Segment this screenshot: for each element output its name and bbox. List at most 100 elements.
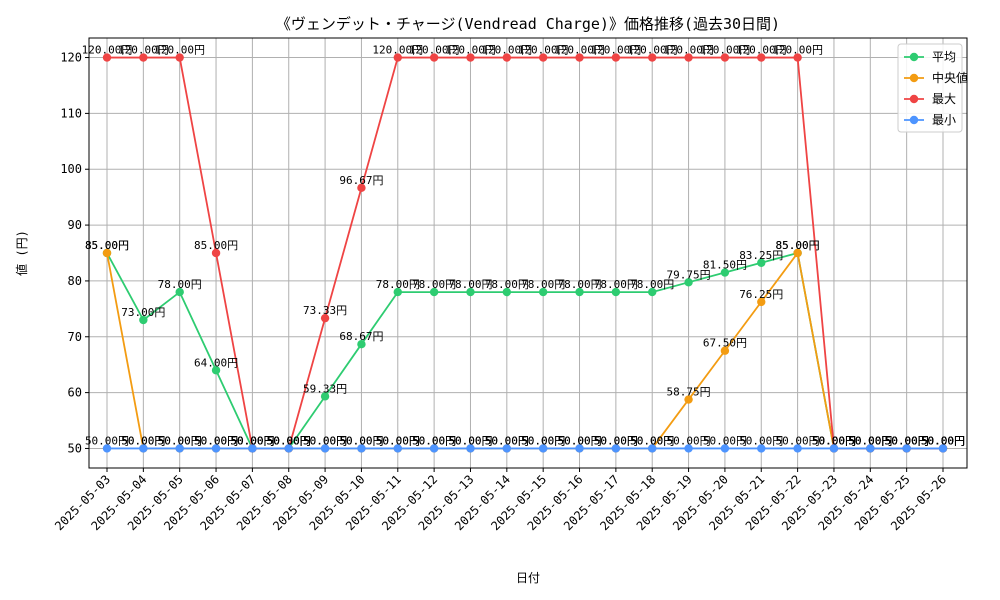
- data-label: 85.00円: [85, 239, 129, 252]
- data-point: [393, 287, 402, 297]
- data-label: 50.00円: [848, 434, 892, 447]
- chart-title: 《ヴェンデット・チャージ(Vendread Charge)》価格推移(過去30日…: [276, 15, 780, 33]
- data-label: 50.00円: [812, 434, 856, 447]
- data-point: [720, 53, 730, 62]
- legend-swatch-marker: [909, 115, 919, 125]
- data-label: 120.00円: [554, 44, 605, 57]
- legend-swatch-marker: [909, 94, 919, 104]
- data-point: [938, 444, 948, 453]
- data-label: 50.00円: [448, 434, 492, 447]
- data-label: 50.00円: [448, 434, 492, 447]
- y-tick-label: 110: [60, 106, 82, 120]
- data-point: [429, 53, 439, 62]
- data-label: 50.00円: [303, 434, 347, 447]
- data-label: 120.00円: [154, 44, 205, 57]
- plot-area: [88, 37, 968, 469]
- data-label: 50.00円: [703, 434, 747, 447]
- data-label: 50.00円: [158, 434, 202, 447]
- data-label: 50.00円: [739, 434, 783, 447]
- data-label: 73.33円: [303, 304, 347, 317]
- data-label: 50.00円: [121, 434, 165, 447]
- data-point: [429, 287, 439, 297]
- data-point: [866, 444, 875, 453]
- data-point: [502, 287, 512, 297]
- legend-box: [897, 43, 963, 133]
- data-label: 50.00円: [594, 434, 638, 447]
- data-label: 120.00円: [445, 44, 496, 57]
- data-label: 50.00円: [267, 434, 311, 447]
- data-label: 50.00円: [412, 434, 456, 447]
- data-label: 78.00円: [376, 278, 420, 291]
- data-point: [757, 53, 766, 62]
- data-label: 78.00円: [594, 278, 638, 291]
- data-point: [575, 444, 584, 453]
- data-label: 120.00円: [590, 44, 641, 57]
- data-label: 120.00円: [627, 44, 678, 57]
- data-label: 120.00円: [700, 44, 751, 57]
- data-label: 50.00円: [521, 434, 565, 447]
- data-label: 120.00円: [481, 44, 532, 57]
- data-label: 50.00円: [158, 434, 202, 447]
- data-point: [284, 444, 293, 453]
- y-tick-label: 70: [68, 330, 82, 344]
- data-label: 50.00円: [885, 434, 929, 447]
- data-point: [611, 444, 621, 453]
- x-axis: 2025-05-032025-05-042025-05-052025-05-06…: [52, 468, 949, 533]
- data-label: 58.75円: [667, 386, 711, 399]
- y-tick-label: 80: [68, 274, 82, 288]
- data-label: 50.00円: [267, 434, 311, 447]
- data-point: [611, 53, 621, 62]
- data-label: 85.00円: [85, 239, 129, 252]
- data-point: [466, 444, 475, 453]
- data-label: 50.00円: [267, 434, 311, 447]
- data-label: 50.00円: [921, 434, 965, 447]
- legend-label: 最小: [932, 113, 956, 127]
- data-label: 78.00円: [557, 278, 601, 291]
- data-label: 50.00円: [339, 434, 383, 447]
- legend-label: 平均: [932, 50, 956, 64]
- data-label: 50.00円: [594, 434, 638, 447]
- data-label: 50.00円: [230, 434, 274, 447]
- data-label: 50.00円: [376, 434, 420, 447]
- data-label: 76.25円: [739, 288, 783, 301]
- data-label: 50.00円: [485, 434, 529, 447]
- data-point: [793, 53, 802, 62]
- series-layer: [102, 53, 948, 453]
- data-label: 50.00円: [267, 434, 311, 447]
- data-label: 78.00円: [412, 278, 456, 291]
- data-label: 50.00円: [303, 434, 347, 447]
- data-label: 50.00円: [194, 434, 238, 447]
- data-label: 50.00円: [885, 434, 929, 447]
- data-point: [357, 339, 366, 349]
- data-point: [611, 287, 621, 297]
- data-label: 96.67円: [339, 174, 383, 187]
- data-label: 50.00円: [812, 434, 856, 447]
- data-label: 120.00円: [736, 44, 787, 57]
- data-point: [502, 53, 512, 62]
- data-point: [502, 444, 512, 453]
- data-label: 120.00円: [82, 44, 133, 57]
- data-point: [211, 366, 221, 375]
- data-label: 50.00円: [557, 434, 601, 447]
- data-label: 50.00円: [630, 434, 674, 447]
- data-point: [648, 287, 657, 297]
- data-label: 50.00円: [339, 434, 383, 447]
- data-label: 50.00円: [630, 434, 674, 447]
- data-point: [357, 444, 366, 453]
- data-point: [102, 444, 112, 453]
- data-point: [139, 315, 148, 325]
- data-point: [139, 444, 148, 453]
- data-label: 64.00円: [194, 356, 238, 369]
- legend-label: 中央値: [932, 70, 968, 85]
- data-label: 68.67円: [339, 330, 383, 343]
- data-point: [720, 444, 730, 453]
- data-label: 50.00円: [230, 434, 274, 447]
- data-point: [175, 53, 184, 62]
- data-label: 120.00円: [772, 44, 823, 57]
- data-label: 50.00円: [121, 434, 165, 447]
- data-label: 50.00円: [667, 434, 711, 447]
- data-point: [829, 444, 839, 453]
- data-point: [538, 287, 548, 297]
- data-label: 59.33円: [303, 382, 347, 395]
